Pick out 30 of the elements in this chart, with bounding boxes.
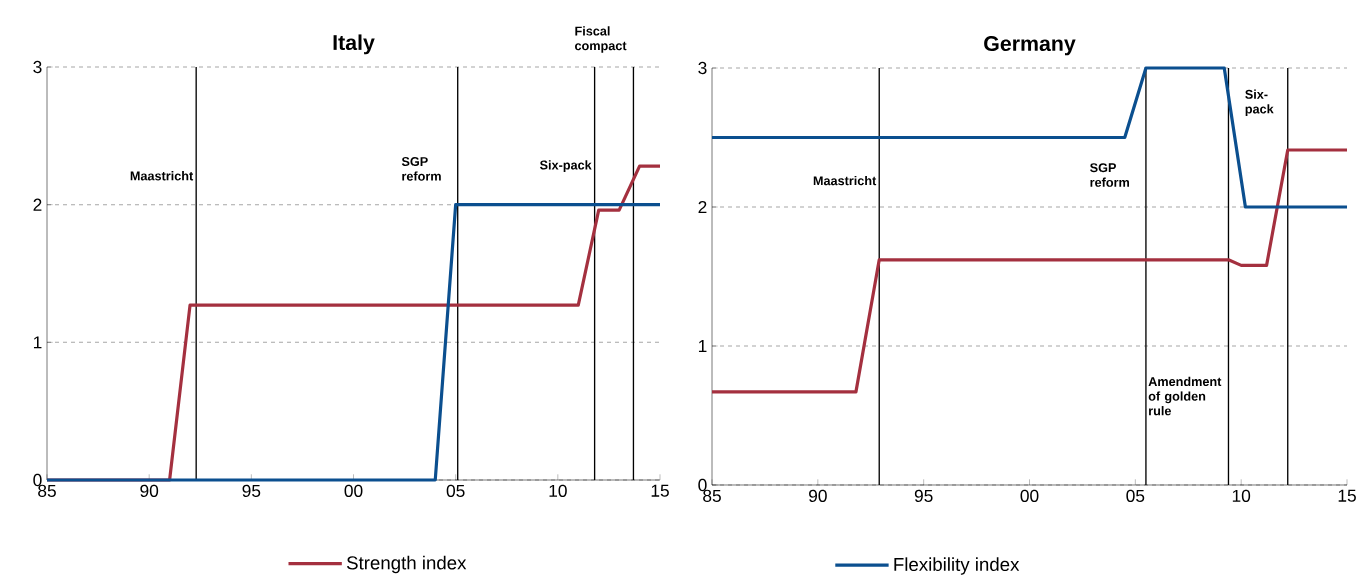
ref-line-label: Six-pack <box>1245 89 1274 116</box>
x-tick-label: 00 <box>344 484 363 497</box>
ref-line-label: Six-pack <box>539 160 592 173</box>
x-tick-label: 15 <box>1338 489 1356 502</box>
legend-label: Strength index <box>346 555 467 574</box>
x-tick-label: 95 <box>242 484 261 497</box>
y-tick-label: 3 <box>698 61 707 75</box>
x-tick-label: 10 <box>549 484 567 497</box>
legend-label: Flexibility index <box>894 557 1020 575</box>
y-tick-label: 2 <box>698 200 707 214</box>
ref-line-label: SGP reform <box>401 157 441 181</box>
x-tick-label: 00 <box>1020 489 1039 502</box>
x-tick-label: 90 <box>140 484 159 497</box>
chart-title: Italy <box>333 34 375 55</box>
ref-line-label: Amendment of golden rule <box>1148 376 1222 416</box>
x-tick-label: 05 <box>1126 489 1145 502</box>
y-tick-label: 1 <box>698 340 707 352</box>
y-tick-label: 3 <box>33 60 42 74</box>
x-tick-label: 15 <box>651 484 669 497</box>
ref-line-label: Maastricht <box>813 175 877 186</box>
chart-title: Germany <box>984 35 1076 56</box>
ref-line-label: Maastricht <box>130 171 194 181</box>
x-tick-label: 90 <box>809 489 827 502</box>
x-tick-label: 95 <box>914 489 933 502</box>
y-tick-label: 2 <box>33 198 42 211</box>
x-tick-label: 10 <box>1232 489 1251 502</box>
ref-line-label: SGP reform <box>1090 163 1129 187</box>
ref-line-label: Fiscal compact <box>575 26 627 53</box>
y-tick-label: 1 <box>33 336 42 349</box>
x-tick-label: 05 <box>446 484 465 497</box>
